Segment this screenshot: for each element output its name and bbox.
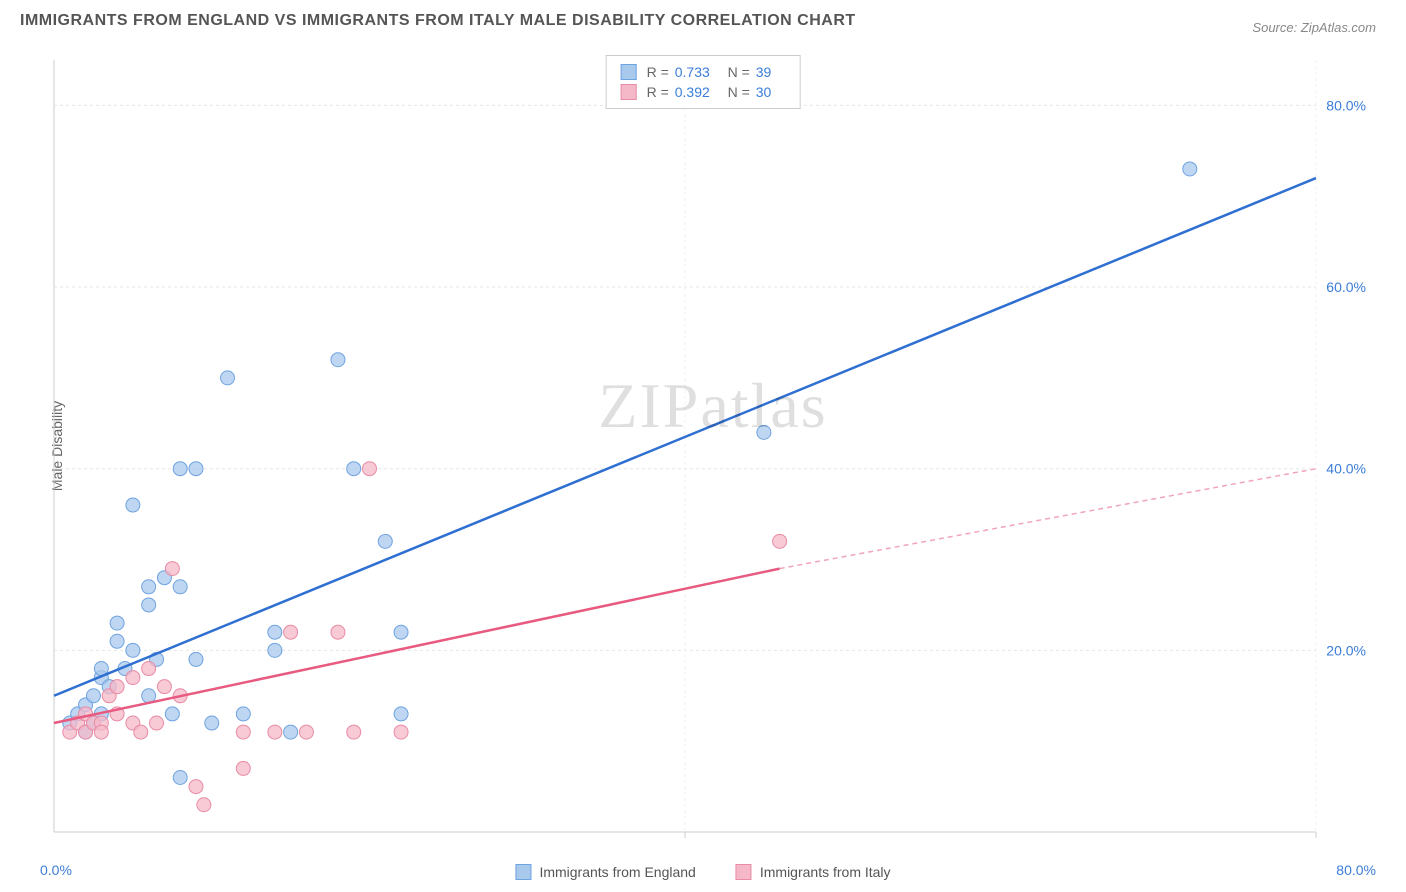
legend-label-england: Immigrants from England	[539, 864, 695, 880]
swatch-england	[621, 64, 637, 80]
r-label: R =	[647, 64, 669, 80]
legend-label-italy: Immigrants from Italy	[760, 864, 891, 880]
r-value-england: 0.733	[675, 64, 710, 80]
svg-text:20.0%: 20.0%	[1326, 642, 1366, 658]
swatch-italy-icon	[736, 864, 752, 880]
r-label: R =	[647, 84, 669, 100]
legend-item-england: Immigrants from England	[515, 864, 695, 880]
swatch-england-icon	[515, 864, 531, 880]
chart-container: IMMIGRANTS FROM ENGLAND VS IMMIGRANTS FR…	[0, 0, 1406, 892]
source-value: ZipAtlas.com	[1301, 20, 1376, 35]
n-value-england: 39	[756, 64, 772, 80]
legend-stats-row-england: R = 0.733 N = 39	[621, 62, 786, 82]
n-label: N =	[728, 84, 750, 100]
source-label: Source:	[1252, 20, 1297, 35]
source-attribution: Source: ZipAtlas.com	[1252, 20, 1376, 35]
chart-title: IMMIGRANTS FROM ENGLAND VS IMMIGRANTS FR…	[20, 12, 856, 30]
svg-text:80.0%: 80.0%	[1326, 97, 1366, 113]
plot-area: 20.0%40.0%60.0%80.0% ZIPatlas	[50, 50, 1376, 842]
scatter-svg: 20.0% 40.0% 60.0% 80.0%	[50, 50, 1376, 842]
legend-stats: R = 0.733 N = 39 R = 0.392 N = 30	[606, 55, 801, 109]
svg-text:40.0%: 40.0%	[1326, 461, 1366, 477]
svg-text:60.0%: 60.0%	[1326, 279, 1366, 295]
x-axis-max-label: 80.0%	[1336, 862, 1376, 878]
legend-item-italy: Immigrants from Italy	[736, 864, 891, 880]
n-value-italy: 30	[756, 84, 772, 100]
legend-stats-row-italy: R = 0.392 N = 30	[621, 82, 786, 102]
n-label: N =	[728, 64, 750, 80]
legend-series: Immigrants from England Immigrants from …	[515, 864, 890, 880]
x-axis-origin-label: 0.0%	[40, 862, 72, 878]
swatch-italy	[621, 84, 637, 100]
r-value-italy: 0.392	[675, 84, 710, 100]
